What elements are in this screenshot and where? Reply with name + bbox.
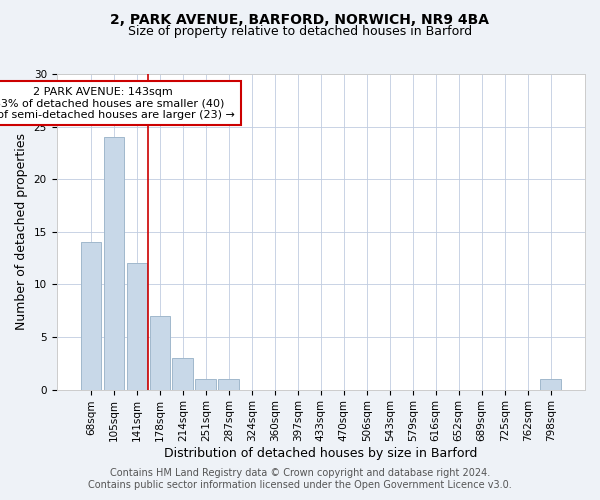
- Text: 2, PARK AVENUE, BARFORD, NORWICH, NR9 4BA: 2, PARK AVENUE, BARFORD, NORWICH, NR9 4B…: [110, 12, 490, 26]
- Bar: [540, 379, 561, 390]
- Y-axis label: Number of detached properties: Number of detached properties: [15, 134, 28, 330]
- Bar: [80, 242, 101, 390]
- Bar: [104, 137, 124, 390]
- Bar: [218, 379, 239, 390]
- X-axis label: Distribution of detached houses by size in Barford: Distribution of detached houses by size …: [164, 447, 478, 460]
- Bar: [149, 316, 170, 390]
- Bar: [127, 264, 147, 390]
- Text: Size of property relative to detached houses in Barford: Size of property relative to detached ho…: [128, 25, 472, 38]
- Bar: [196, 379, 216, 390]
- Text: 2 PARK AVENUE: 143sqm
← 63% of detached houses are smaller (40)
37% of semi-deta: 2 PARK AVENUE: 143sqm ← 63% of detached …: [0, 86, 235, 120]
- Text: Contains HM Land Registry data © Crown copyright and database right 2024.
Contai: Contains HM Land Registry data © Crown c…: [88, 468, 512, 490]
- Bar: [172, 358, 193, 390]
